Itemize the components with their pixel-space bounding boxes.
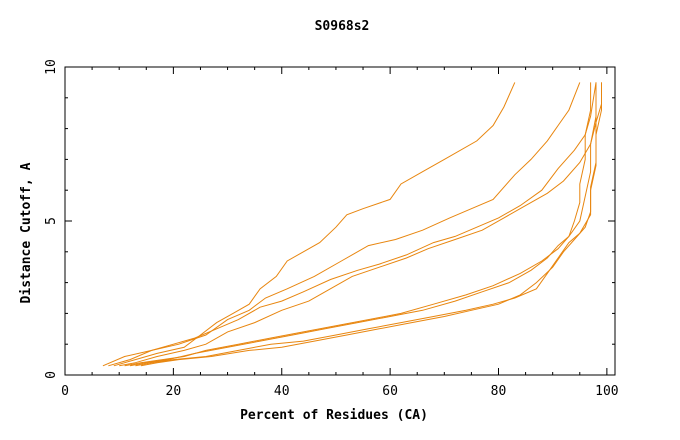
plot-frame xyxy=(64,66,616,376)
x-tick-label: 0 xyxy=(61,384,69,399)
y-tick-label: 10 xyxy=(44,59,59,75)
x-axis-title: Percent of Residues (CA) xyxy=(240,408,428,423)
series-layer xyxy=(102,82,602,367)
x-tick-label: 20 xyxy=(166,384,182,399)
x-tick-label: 60 xyxy=(382,384,398,399)
series-line-model-5 xyxy=(124,82,592,367)
series-line-model-2 xyxy=(108,82,581,367)
y-tick-label: 0 xyxy=(44,371,59,379)
series-line-model-6 xyxy=(129,82,597,367)
tick-layer: 0 20 40 60 80 100 0 5 10 xyxy=(44,59,619,399)
x-tick-label: 100 xyxy=(595,384,618,399)
series-line-model-8 xyxy=(140,82,602,367)
x-tick-label: 40 xyxy=(274,384,290,399)
series-line-model-4 xyxy=(119,82,602,367)
series-line-model-1 xyxy=(113,82,516,367)
chart-title: S0968s2 xyxy=(315,19,370,34)
x-tick-label: 80 xyxy=(491,384,507,399)
series-line-model-7 xyxy=(135,82,597,367)
y-axis-title: Distance Cutoff, A xyxy=(19,162,34,303)
series-line-model-3 xyxy=(102,82,597,367)
y-tick-label: 5 xyxy=(44,217,59,225)
